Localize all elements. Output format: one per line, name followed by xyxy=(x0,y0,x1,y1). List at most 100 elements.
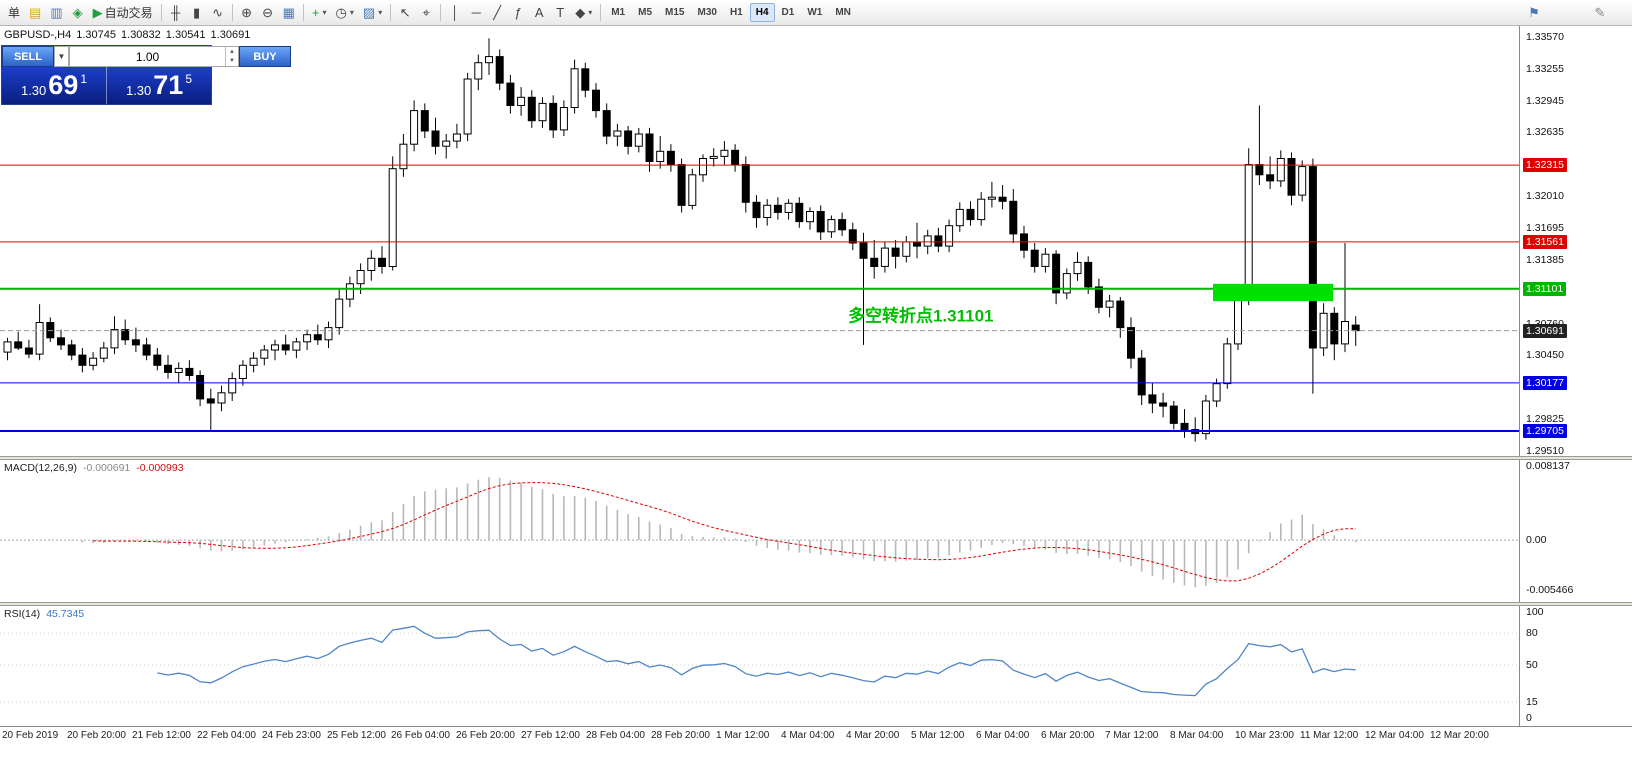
toolbar-right-group: ⚑ ✎ xyxy=(1524,3,1628,23)
line-chart-icon: ∿ xyxy=(212,5,224,20)
toolbar-separator xyxy=(302,4,304,21)
price-chart-panel[interactable]: 多空转折点1.31101 GBPUSD-,H4 1.30745 1.30832 1.3… xyxy=(0,26,1632,456)
candles-chart-icon: ▮ xyxy=(193,5,201,20)
label-tool-button[interactable]: T xyxy=(550,3,570,23)
new-order-button[interactable]: 单 xyxy=(4,3,24,23)
price-axis-label: 1.32635 xyxy=(1526,126,1564,138)
toolbar: 单 ▤ ▥ ◈ ▶ 自动交易 ╫ ▮ ∿ ⊕ ⊖ ▦ + ▾ ◷ ▾ ▨ ▾ ↖ ⌖ … xyxy=(0,0,1632,26)
hline-price-tag: 1.31101 xyxy=(1523,282,1567,296)
fibonacci-tool-button[interactable]: ƒ xyxy=(508,3,528,23)
price-axis-label: 1.31695 xyxy=(1526,222,1564,234)
time-axis-label: 20 Feb 20:00 xyxy=(67,730,126,741)
symbol-period-label: GBPUSD-,H4 xyxy=(4,29,72,41)
volume-dropdown[interactable]: ▼ xyxy=(54,46,69,67)
buy-price-display[interactable]: 1.30 71 5 xyxy=(107,67,211,104)
macd-signal-line xyxy=(93,482,1356,582)
text-tool-button[interactable]: A xyxy=(529,3,549,23)
stepper-up-icon[interactable]: ▲ xyxy=(229,48,235,55)
timeframe-mn-button[interactable]: MN xyxy=(835,7,851,18)
chart-type-line-button[interactable]: ∿ xyxy=(208,3,228,23)
timeframe-m30-button[interactable]: M30 xyxy=(697,7,717,18)
rsi-chart-canvas[interactable] xyxy=(0,606,1520,726)
zoom-in-button[interactable]: ⊕ xyxy=(237,3,257,23)
vertical-line-icon: │ xyxy=(451,5,460,20)
main-chart-canvas[interactable]: 多空转折点1.31101 xyxy=(0,26,1520,456)
tile-windows-button[interactable]: ▦ xyxy=(279,3,299,23)
panel-splitter[interactable] xyxy=(0,456,1632,460)
vertical-line-tool-button[interactable]: │ xyxy=(445,3,465,23)
templates-dropdown[interactable]: ▨ ▾ xyxy=(359,3,386,23)
sell-price-display[interactable]: 1.30 69 1 xyxy=(2,67,106,104)
rsi-indicator-panel[interactable]: RSI(14) 45.7345 100 80 50 15 0 xyxy=(0,606,1632,726)
toolbar-separator xyxy=(600,4,602,21)
volume-input[interactable] xyxy=(70,47,225,66)
turning-point-label: 多空转折点1.31101 xyxy=(848,306,994,326)
label-tool-icon: T xyxy=(556,5,565,20)
data-window-button[interactable]: ▥ xyxy=(46,3,66,23)
sell-price-sup: 1 xyxy=(80,72,88,86)
hline-price-tag: 1.32315 xyxy=(1523,158,1567,172)
flag-icon: ⚑ xyxy=(1528,5,1540,20)
macd-chart-canvas[interactable] xyxy=(0,460,1520,602)
candles-layer xyxy=(3,38,1360,442)
data-window-icon: ▥ xyxy=(50,5,63,20)
panel-splitter[interactable] xyxy=(0,602,1632,606)
toolbar-separator xyxy=(440,4,442,21)
zoom-out-button[interactable]: ⊖ xyxy=(258,3,278,23)
autotrading-button[interactable]: ▶ 自动交易 xyxy=(89,3,157,23)
periods-dropdown[interactable]: ◷ ▾ xyxy=(332,3,358,23)
one-click-trading-panel: SELL ▼ ▲ ▼ BUY 1.30 69 1 xyxy=(1,45,291,105)
navigator-button[interactable]: ◈ xyxy=(68,3,88,23)
buy-button[interactable]: BUY xyxy=(239,46,291,67)
trendline-tool-button[interactable]: ╱ xyxy=(487,3,507,23)
market-watch-button[interactable]: ▤ xyxy=(25,3,45,23)
rsi-axis-label: 80 xyxy=(1526,627,1538,639)
cursor-button[interactable]: ↖ xyxy=(395,3,415,23)
macd-indicator-panel[interactable]: MACD(12,26,9) -0.000691 -0.000993 0.008137… xyxy=(0,460,1632,602)
horizontal-line-tool-button[interactable]: ─ xyxy=(466,3,486,23)
new-order-label: 单 xyxy=(8,6,21,20)
time-axis-label: 26 Feb 04:00 xyxy=(391,730,450,741)
edit-button[interactable]: ✎ xyxy=(1590,3,1610,23)
volume-stepper[interactable]: ▲ ▼ xyxy=(225,47,238,66)
notification-button[interactable]: ⚑ xyxy=(1524,3,1544,23)
hline-price-tag: 1.31561 xyxy=(1523,235,1567,249)
chart-type-bars-button[interactable]: ╫ xyxy=(166,3,186,23)
macd-main-value: -0.000691 xyxy=(82,462,131,474)
stepper-down-icon[interactable]: ▼ xyxy=(229,58,235,65)
time-axis[interactable]: 20 Feb 2019 20 Feb 20:00 21 Feb 12:00 22 Fe… xyxy=(0,726,1632,744)
timeframe-m1-button[interactable]: M1 xyxy=(611,7,626,18)
timeframe-m15-button[interactable]: M15 xyxy=(665,7,685,18)
time-axis-label: 12 Mar 04:00 xyxy=(1365,730,1424,741)
rsi-axis-label: 15 xyxy=(1526,696,1538,708)
macd-histogram xyxy=(17,477,1357,588)
zoom-out-icon: ⊖ xyxy=(262,5,274,20)
buy-price-sup: 5 xyxy=(185,72,193,86)
rsi-axis-label: 100 xyxy=(1526,606,1544,618)
chart-type-candles-button[interactable]: ▮ xyxy=(187,3,207,23)
price-axis-label: 1.32945 xyxy=(1526,95,1564,107)
crosshair-button[interactable]: ⌖ xyxy=(416,3,436,23)
shapes-dropdown[interactable]: ◆ ▾ xyxy=(571,3,596,23)
shapes-icon: ◆ xyxy=(575,5,586,20)
timeframe-h4-button[interactable]: H4 xyxy=(749,3,775,22)
time-axis-label: 27 Feb 12:00 xyxy=(521,730,580,741)
horizontal-line-icon: ─ xyxy=(471,5,481,20)
timeframe-h1-button[interactable]: H1 xyxy=(729,7,743,18)
time-axis-label: 22 Feb 04:00 xyxy=(197,730,256,741)
time-axis-label: 4 Mar 04:00 xyxy=(781,730,835,741)
buy-price-big: 71 xyxy=(153,70,184,100)
sell-button[interactable]: SELL xyxy=(2,46,54,67)
indicators-dropdown[interactable]: + ▾ xyxy=(308,3,331,23)
timeframe-d1-button[interactable]: D1 xyxy=(781,7,795,18)
timeframe-w1-button[interactable]: W1 xyxy=(807,7,823,18)
chart-ohlc-header: GBPUSD-,H4 1.30745 1.30832 1.30541 1.30691 xyxy=(4,29,255,41)
timeframe-m5-button[interactable]: M5 xyxy=(638,7,653,18)
tile-windows-icon: ▦ xyxy=(282,5,295,20)
time-axis-label: 28 Feb 20:00 xyxy=(651,730,710,741)
hline-price-tag: 1.29705 xyxy=(1523,424,1567,438)
time-axis-label: 21 Feb 12:00 xyxy=(132,730,191,741)
time-axis-label: 28 Feb 04:00 xyxy=(586,730,645,741)
autotrading-label: 自动交易 xyxy=(104,6,153,20)
